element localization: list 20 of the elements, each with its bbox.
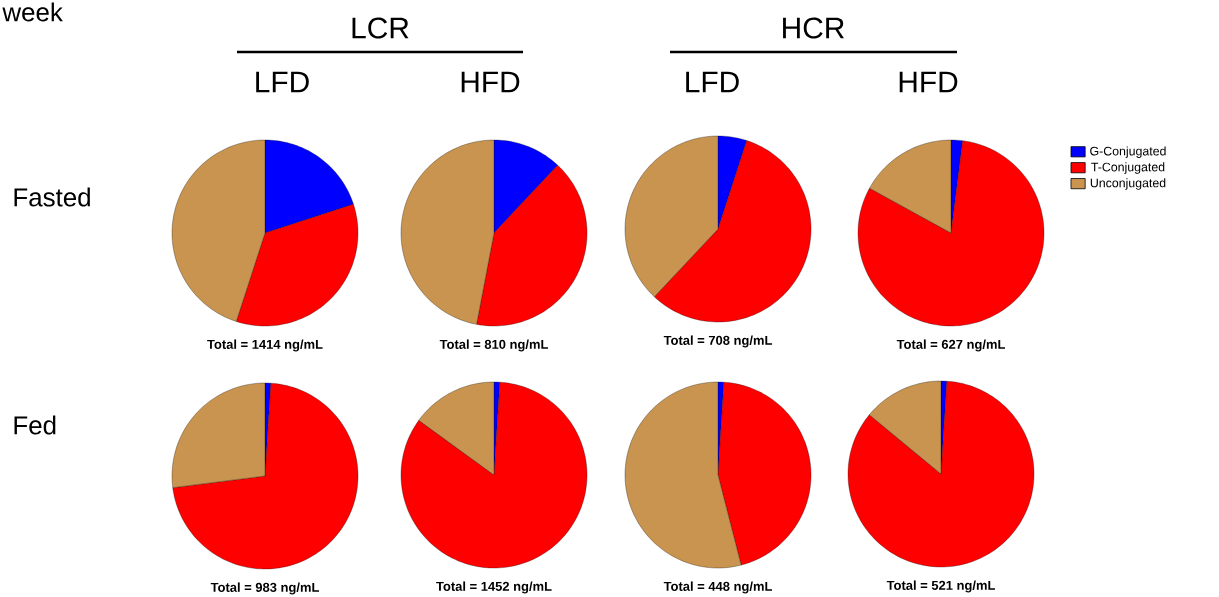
text: Fasted: [14, 187, 90, 207]
text: Total = 708 ng/mL: [663, 335, 772, 348]
text: Total = 1414 ng/mL: [207, 339, 323, 352]
text: HFD: [461, 71, 520, 93]
text: HFD: [899, 71, 958, 93]
text: week: [2, 2, 63, 22]
text: HCR: [783, 17, 844, 39]
text: Total = 521 ng/mL: [886, 580, 995, 593]
text: Fed: [14, 415, 56, 435]
legend-label: Unconjugated: [1090, 178, 1166, 190]
legend-label: T-Conjugated: [1091, 162, 1165, 174]
text: Total = 448 ng/mL: [663, 581, 772, 594]
text: LCR: [352, 17, 409, 39]
legend-label: G-Conjugated: [1090, 146, 1166, 158]
text: Total = 627 ng/mL: [896, 339, 1005, 352]
text: Total = 983 ng/mL: [210, 582, 319, 595]
text: Total = 1452 ng/mL: [436, 581, 552, 594]
text: LFD: [686, 71, 739, 93]
text: LFD: [256, 71, 309, 93]
text: Total = 810 ng/mL: [439, 339, 548, 352]
